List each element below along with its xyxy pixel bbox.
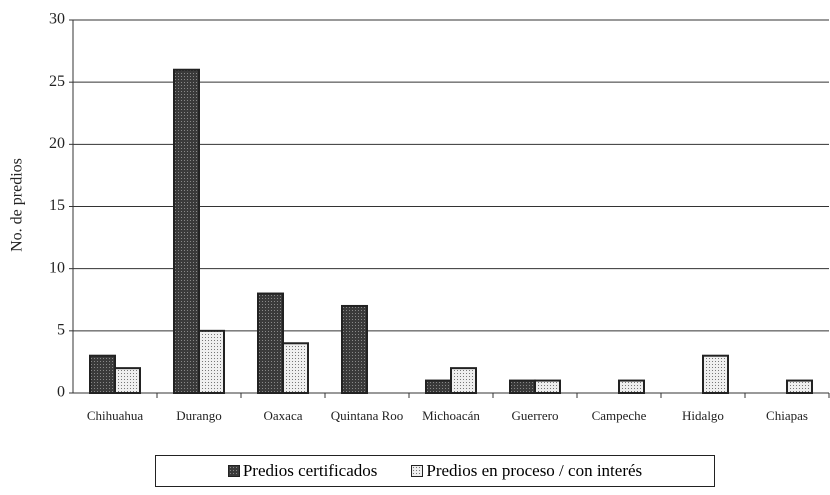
legend-item: Predios certificados: [227, 461, 378, 481]
bar: [786, 379, 813, 395]
bar: [257, 292, 284, 394]
bar: [534, 379, 561, 395]
bar: [198, 329, 225, 395]
bar: [89, 354, 116, 395]
x-tick-label: Guerrero: [511, 408, 559, 423]
x-tick-label: Oaxaca: [263, 408, 303, 423]
y-axis-title: No. de predios: [9, 158, 26, 252]
x-tick-label: Campeche: [591, 408, 647, 423]
bar: [702, 354, 729, 395]
y-tick-label: 30: [49, 11, 65, 28]
legend-swatch: [227, 465, 240, 477]
bar: [618, 379, 645, 395]
legend-swatch: [411, 465, 424, 477]
x-tick-label: Michoacán: [422, 408, 480, 423]
y-tick-label: 15: [49, 197, 65, 214]
legend-label: Predios certificados: [242, 461, 378, 480]
bar: [341, 304, 368, 395]
x-tick-label: Hidalgo: [682, 408, 724, 423]
y-tick-label: 5: [57, 322, 65, 339]
bar: [425, 379, 452, 395]
legend-label: Predios en proceso / con interés: [426, 461, 643, 480]
legend: Predios certificados Predios en proceso /…: [155, 455, 715, 487]
bar: [509, 379, 536, 395]
x-tick-label: Chiapas: [766, 408, 808, 423]
x-tick-label: Chihuahua: [86, 408, 144, 423]
bar: [450, 367, 477, 394]
y-tick-label: 25: [49, 73, 65, 90]
x-tick-label: Quintana Roo: [330, 408, 404, 423]
y-tick-label: 0: [57, 384, 65, 401]
y-tick-label: 20: [49, 135, 65, 152]
bar: [282, 342, 309, 394]
y-tick-label: 10: [49, 259, 65, 276]
bar: [173, 68, 200, 394]
bar: [114, 367, 141, 394]
x-tick-label: Durango: [176, 408, 222, 423]
legend-item: Predios en proceso / con interés: [411, 461, 642, 481]
